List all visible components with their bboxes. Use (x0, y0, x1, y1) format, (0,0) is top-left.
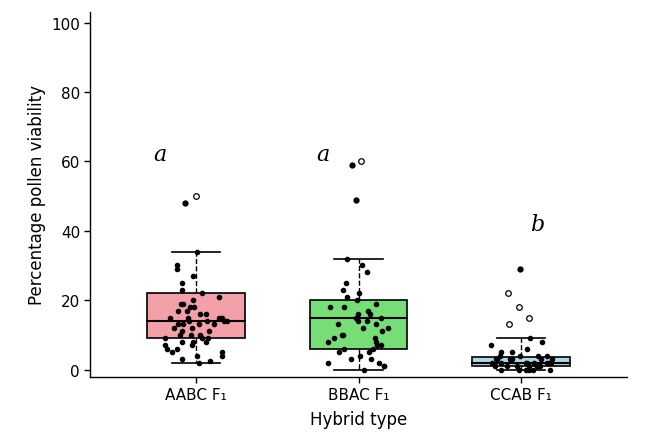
Text: a: a (316, 144, 329, 166)
Bar (472, 358, 570, 366)
Text: a: a (154, 144, 167, 166)
Y-axis label: Percentage pollen viability: Percentage pollen viability (28, 85, 46, 305)
X-axis label: Hybrid type: Hybrid type (310, 410, 407, 428)
Bar (310, 300, 407, 349)
Text: b: b (530, 213, 545, 235)
Bar (147, 293, 245, 339)
